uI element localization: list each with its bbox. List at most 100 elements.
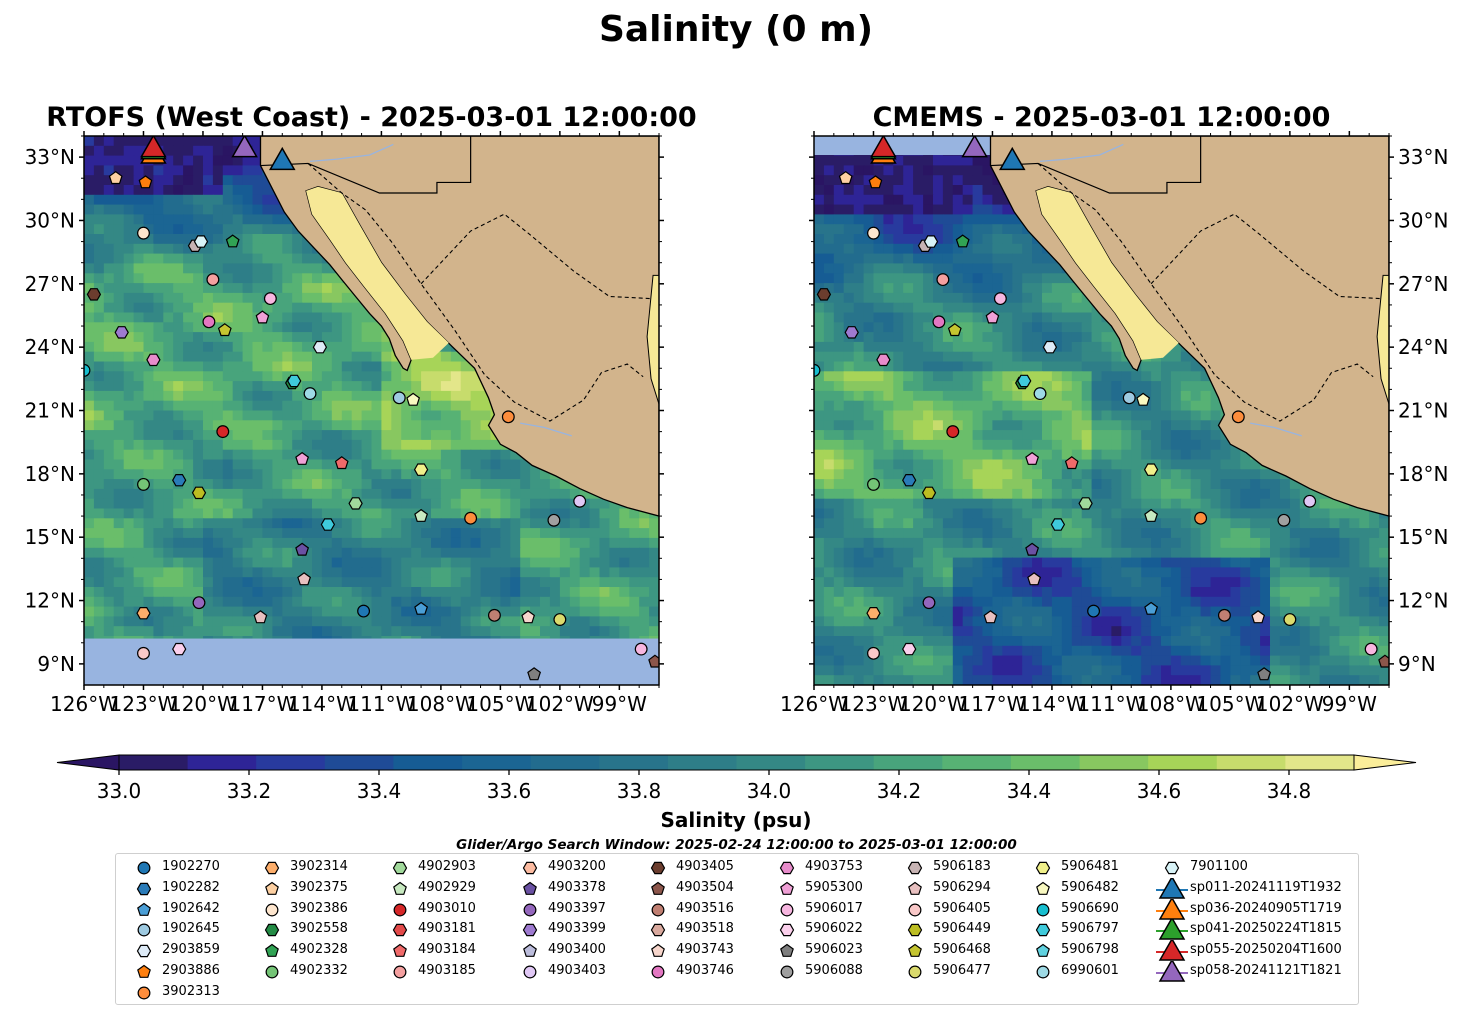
float-marker (357, 604, 371, 618)
float-marker (312, 340, 328, 354)
colorbar-tick-label: 34.8 (1267, 779, 1312, 803)
legend-label: 4903403 (548, 962, 606, 978)
legend-marker (908, 943, 922, 958)
float-marker (1231, 410, 1245, 424)
float-marker (414, 601, 429, 615)
legend-marker (907, 924, 923, 937)
x-tick-label: 99°W (592, 692, 647, 716)
float-marker (1064, 456, 1079, 470)
float-marker (634, 642, 648, 656)
float-marker (947, 323, 962, 337)
float-marker (1217, 608, 1231, 622)
float-marker (521, 610, 536, 624)
float-marker (253, 610, 268, 624)
float-marker (295, 542, 310, 556)
legend-label: 5906022 (805, 921, 863, 937)
legend-marker (523, 965, 537, 979)
colorbar-label: Salinity (psu) (660, 808, 811, 832)
colorbar-segment (393, 755, 463, 770)
legend-marker (1158, 940, 1186, 961)
colorbar-segment (942, 755, 1012, 770)
x-tick-label: 99°W (1322, 692, 1377, 716)
x-tick-label: 120°W (169, 692, 237, 716)
float-marker (902, 474, 917, 487)
legend-label: 5906690 (1061, 900, 1119, 916)
legend-label: 5906449 (933, 921, 991, 937)
colorbar-segment (462, 755, 532, 770)
y-tick-label: 9°N (1398, 652, 1436, 676)
float-marker (225, 234, 240, 248)
float-marker (936, 273, 950, 287)
legend-marker (392, 861, 408, 875)
float-marker (202, 315, 216, 329)
float-marker (553, 613, 567, 626)
legend-marker (779, 861, 795, 875)
float-marker (1257, 667, 1272, 681)
legend-label: 4902328 (290, 942, 348, 958)
legend-marker (780, 903, 794, 917)
float-marker (297, 572, 312, 586)
legend-marker (908, 903, 922, 917)
colorbar-segment (736, 755, 806, 770)
legend-marker (1035, 861, 1051, 875)
legend-label: sp055-20250204T1600 (1190, 942, 1342, 958)
y-tick-label: 24°N (1398, 335, 1448, 359)
legend-marker (651, 881, 665, 895)
colorbar-segment (1216, 755, 1286, 770)
search-window-text: Glider/Argo Search Window: 2025-02-24 12… (456, 837, 1017, 853)
y-tick-label: 30°N (1398, 208, 1448, 232)
legend-label: 5906088 (805, 962, 863, 978)
legend-label: 4903184 (418, 942, 476, 958)
river (309, 143, 394, 162)
float-marker (216, 425, 230, 439)
legend-marker (1035, 924, 1051, 937)
legend-marker (393, 881, 407, 895)
river (520, 422, 572, 437)
float-marker (1025, 542, 1040, 556)
legend-label: 1902270 (162, 859, 220, 874)
legend-label: 1902645 (162, 921, 220, 937)
float-marker (108, 170, 123, 185)
colorbar-segment (256, 755, 326, 770)
x-tick-label: 114°W (288, 692, 356, 716)
float-marker (414, 508, 429, 522)
legend-marker (136, 882, 152, 895)
legend-label: 4903746 (676, 962, 734, 978)
colorbar-tick-label: 34.0 (747, 779, 792, 803)
legend-label: 5905300 (805, 879, 863, 895)
colorbar-segment (324, 755, 394, 770)
legend-label: 4902903 (418, 859, 476, 874)
state-border (420, 213, 652, 300)
legend-marker (908, 881, 922, 895)
x-tick-label: 108°W (407, 692, 475, 716)
legend-label: sp011-20241119T1932 (1190, 879, 1342, 895)
legend-label: 4903181 (418, 921, 476, 937)
colorbar-over-extension (1353, 754, 1417, 771)
float-marker (993, 292, 1007, 306)
legend-label: 2903886 (162, 962, 220, 978)
float-marker (946, 425, 960, 439)
panel-title: RTOFS (West Coast) - 2025-03-01 12:00:00 (46, 102, 696, 133)
x-tick-label: 111°W (347, 692, 415, 716)
legend-marker (1158, 919, 1186, 941)
map-panel-2: 126°W123°W120°W117°W114°W111°W108°W105°W… (780, 102, 1448, 716)
colorbar: 33.0 33.2 33.4 33.6 33.8 34.0 34.2 34.4 34.6 34.8… (56, 754, 1417, 832)
float-marker (501, 410, 515, 424)
x-tick-label: 117°W (958, 692, 1026, 716)
float-marker (1378, 654, 1389, 668)
float-marker (1277, 513, 1291, 527)
legend-marker (265, 965, 279, 979)
y-tick-label: 18°N (1398, 462, 1448, 486)
colorbar-tick-label: 33.0 (97, 779, 142, 803)
legend-marker (393, 903, 407, 917)
colorbar-under-extension (56, 754, 120, 771)
y-tick-label: 30°N (25, 208, 75, 232)
legend-label: 1902642 (162, 900, 220, 916)
float-marker (1050, 518, 1066, 531)
x-tick-label: 123°W (840, 692, 908, 716)
float-marker (192, 596, 206, 610)
legend-label: 4903378 (548, 879, 606, 895)
colorbar-segment (187, 755, 257, 770)
y-tick-label: 21°N (25, 399, 75, 423)
